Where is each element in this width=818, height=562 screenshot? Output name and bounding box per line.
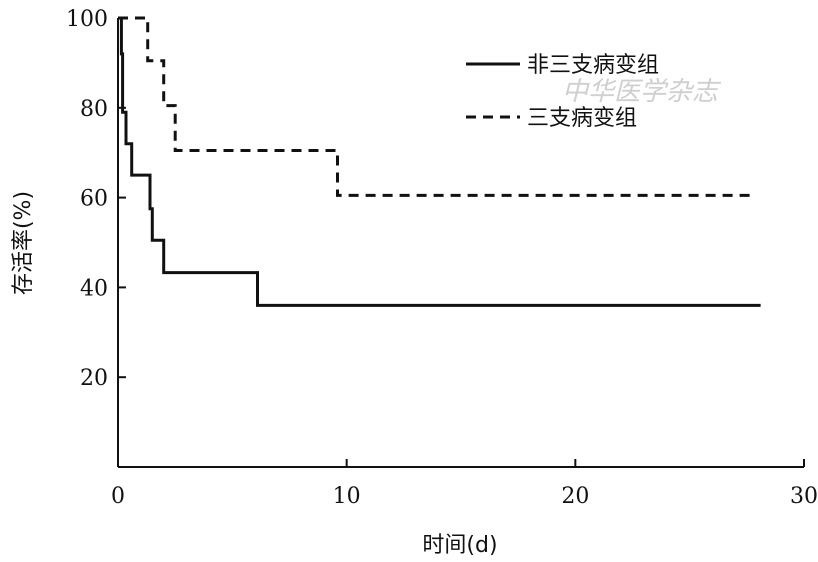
x-tick-label: 20	[561, 484, 589, 509]
y-axis-title: 存活率(%)	[11, 191, 36, 295]
x-tick-label: 0	[111, 484, 125, 509]
plot-area	[118, 16, 761, 307]
legend-label-1: 非三支病变组	[527, 53, 659, 78]
x-axis-title: 时间(d)	[422, 533, 497, 558]
y-tick-label: 20	[80, 366, 108, 391]
series-line-1	[118, 16, 761, 307]
x-tick-label: 10	[333, 484, 361, 509]
y-tick-label: 40	[80, 276, 108, 301]
legend-label-2: 三支病变组	[527, 106, 637, 131]
y-tick-label: 100	[66, 7, 108, 32]
y-tick-label: 80	[80, 97, 108, 122]
x-tick-label: 30	[790, 484, 818, 509]
watermark: 中华医学杂志	[562, 77, 722, 107]
ticks: 0 10 20 30 20 40 60 80 100	[66, 7, 818, 509]
axes	[117, 18, 804, 468]
series-line-2	[118, 16, 752, 197]
y-tick-label: 60	[80, 187, 108, 212]
